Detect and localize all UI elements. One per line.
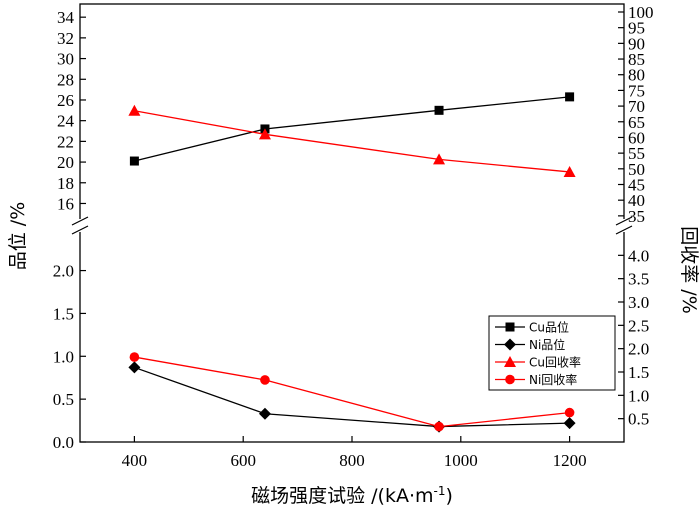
y-left-tick-label: 18 [57,174,74,193]
y-right-tick-label: 65 [628,113,645,132]
data-point-cu-recovery [433,153,446,165]
y-right-tick-label: 100 [628,3,654,22]
data-point-ni-recovery [129,352,140,362]
data-point-ni-recovery [260,375,270,385]
y-right-tick-label: 50 [628,160,645,179]
legend-marker-cu-grade [505,322,515,332]
y-right-tick-label: 2.0 [628,340,649,359]
legend: Cu品位 Ni品位 Cu回收率 Ni回收率 [488,315,616,391]
y-right-tick-label: 1.5 [628,363,649,382]
y-right-tick-label: 3.0 [628,293,649,312]
x-tick-label: 400 [122,451,148,470]
y-left-tick-label: 22 [57,132,74,151]
data-point-ni-grade [128,361,141,374]
series-line-cu-grade [134,96,570,162]
series-line-cu-recovery [134,110,570,173]
data-point-cu-recovery [128,104,141,116]
y-axis-left-title: 品位 /% [7,202,29,271]
y-left-tick-label: 1.5 [53,304,74,323]
series-line-ni-grade [134,366,570,428]
y-right-tick-label: 45 [628,176,645,195]
x-tick-label: 1000 [444,451,478,470]
data-point-cu-recovery [563,165,576,177]
y-left-tick-label: 34 [57,8,75,27]
y-right-tick-label: 75 [628,81,645,100]
legend-label-cu-grade: Cu品位 [529,320,569,335]
y-right-tick-label: 80 [628,66,645,85]
y-right-tick-label: 95 [628,19,645,38]
y-left-tick-label: 26 [57,91,74,110]
legend-label-cu-recovery: Cu回收率 [529,355,581,370]
legend-marker-cu-recovery [504,356,516,367]
y-right-tick-label: 35 [628,207,645,226]
y-axis-right-title: 回收率 /% [678,226,700,314]
axis-break [60,216,644,235]
y-left-tick-label: 32 [57,29,74,48]
data-point-cu-grade [129,156,139,166]
y-left-tick-label: 20 [57,153,74,172]
x-tick-label: 800 [339,451,365,470]
data-point-ni-recovery [434,421,444,432]
y-right-tick-label: 2.5 [628,316,649,335]
legend-label-ni-recovery: Ni回收率 [529,372,577,387]
data-point-cu-recovery [258,128,271,140]
series-line-ni-recovery [134,356,570,428]
y-left-tick-label: 0.5 [53,390,74,409]
y-right-tick-label: 4.0 [628,246,649,265]
y-left-tick-label: 28 [57,70,74,89]
data-point-ni-recovery [564,407,575,418]
y-right-tick-label: 90 [628,34,645,53]
y-left-tick-label: 2.0 [53,262,74,281]
x-tick-label: 1200 [553,451,587,470]
y-left-tick-label: 24 [57,112,75,131]
y-left-tick-label: 1.0 [53,347,74,366]
y-right-tick-label: 60 [628,128,645,147]
y-right-tick-label: 40 [628,191,645,210]
y-right-tick-label: 70 [628,97,645,116]
legend-marker-ni-grade [504,338,516,351]
y-left-tick-label: 0.0 [53,433,74,452]
y-right-tick-label: 0.5 [628,410,649,429]
legend-marker-ni-recovery [505,374,515,385]
legend-label-ni-grade: Ni品位 [529,337,565,352]
data-point-cu-grade [565,92,575,102]
y-right-tick-label: 1.0 [628,386,649,405]
x-tick-label: 600 [230,451,256,470]
data-point-ni-grade [563,417,576,430]
data-point-cu-grade [434,105,444,115]
y-right-tick-label: 3.5 [628,270,649,289]
y-right-tick-label: 55 [628,144,645,163]
x-axis-title: 磁场强度试验 /(kA·m-1) [251,484,453,507]
y-right-tick-label: 85 [628,50,645,69]
data-point-ni-grade [258,407,271,420]
y-left-tick-label: 16 [57,194,74,213]
y-left-tick-label: 30 [57,50,74,69]
